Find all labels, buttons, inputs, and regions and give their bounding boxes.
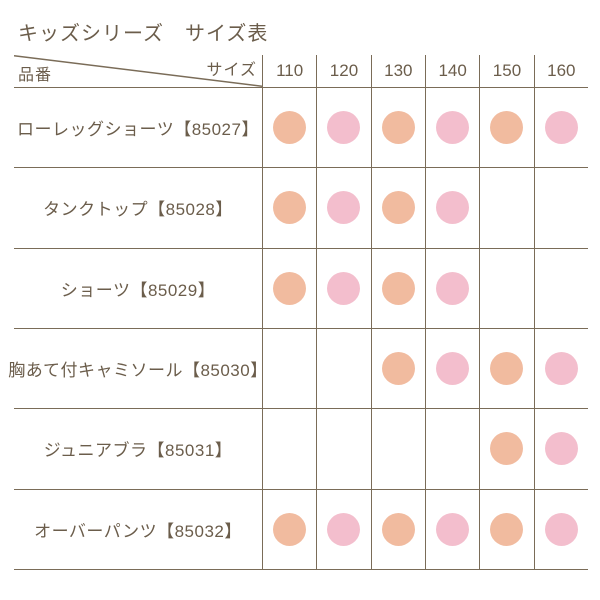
availability-cell <box>533 88 588 169</box>
availability-cell <box>533 248 588 329</box>
size-table: サイズ 品番 110 120 130 140 150 160 ローレッグショーツ… <box>8 55 588 570</box>
availability-cell <box>316 328 371 410</box>
availability-cell <box>262 88 317 169</box>
availability-dot <box>436 512 470 546</box>
availability-cell <box>479 248 534 329</box>
product-row-label: ショーツ【85029】 <box>14 249 262 329</box>
availability-cell <box>262 409 317 490</box>
product-row-label: ローレッグショーツ【85027】 <box>14 88 262 169</box>
size-column-header-120: 120 <box>316 55 371 88</box>
availability-cell <box>370 489 425 570</box>
availability-cell <box>262 168 317 249</box>
availability-dot <box>436 191 470 225</box>
availability-cell <box>262 489 317 570</box>
availability-cell <box>479 168 534 249</box>
availability-cell <box>370 168 425 249</box>
availability-dot <box>273 271 307 305</box>
page-title: キッズシリーズ サイズ表 <box>18 23 269 45</box>
availability-dot <box>490 432 524 466</box>
availability-cell <box>479 88 534 169</box>
product-row-label: タンクトップ【85028】 <box>14 168 262 249</box>
availability-dot <box>544 111 578 145</box>
availability-dot <box>381 111 415 145</box>
diagonal-divider-line <box>14 55 262 87</box>
availability-cell <box>424 409 480 490</box>
availability-dot <box>273 191 307 225</box>
availability-dot <box>436 271 470 305</box>
availability-dot <box>490 512 524 546</box>
corner-size-label: サイズ <box>206 62 257 79</box>
availability-cell <box>479 409 534 490</box>
availability-dot <box>327 111 361 145</box>
product-row-label: オーバーパンツ【85032】 <box>14 490 262 570</box>
availability-dot <box>436 111 470 145</box>
availability-dot <box>544 432 578 466</box>
availability-cell <box>479 489 534 570</box>
availability-cell <box>424 168 480 249</box>
availability-cell <box>370 88 425 169</box>
availability-dot <box>381 191 415 225</box>
availability-cell <box>533 409 588 490</box>
availability-dot <box>327 191 361 225</box>
corner-header-cell: サイズ 品番 <box>14 55 262 88</box>
availability-cell <box>316 248 371 329</box>
size-column-header-110: 110 <box>262 55 317 88</box>
availability-cell <box>479 328 534 410</box>
availability-cell <box>533 328 588 410</box>
availability-cell <box>370 328 425 410</box>
availability-dot <box>381 352 415 386</box>
availability-cell <box>262 248 317 329</box>
size-column-header-160: 160 <box>533 55 588 88</box>
availability-cell <box>316 168 371 249</box>
availability-cell <box>424 88 480 169</box>
availability-cell <box>424 328 480 410</box>
availability-dot <box>381 512 415 546</box>
availability-dot <box>490 352 524 386</box>
availability-cell <box>316 489 371 570</box>
availability-dot <box>273 512 307 546</box>
size-column-header-130: 130 <box>370 55 425 88</box>
availability-dot <box>490 111 524 145</box>
availability-dot <box>436 352 470 386</box>
product-row-label: ジュニアブラ【85031】 <box>14 409 262 490</box>
availability-dot <box>273 111 307 145</box>
availability-dot <box>327 512 361 546</box>
availability-cell <box>424 248 480 329</box>
availability-dot <box>381 271 415 305</box>
availability-cell <box>424 489 480 570</box>
availability-cell <box>533 168 588 249</box>
size-column-header-150: 150 <box>479 55 534 88</box>
availability-dot <box>327 271 361 305</box>
availability-cell <box>533 489 588 570</box>
size-column-header-140: 140 <box>424 55 480 88</box>
availability-dot <box>544 352 578 386</box>
availability-cell <box>316 88 371 169</box>
product-row-label: 胸あて付キャミソール【85030】 <box>8 329 267 410</box>
availability-cell <box>370 248 425 329</box>
availability-cell <box>370 409 425 490</box>
availability-dot <box>544 512 578 546</box>
corner-product-label: 品番 <box>18 67 53 84</box>
availability-cell <box>262 328 317 410</box>
availability-cell <box>316 409 371 490</box>
